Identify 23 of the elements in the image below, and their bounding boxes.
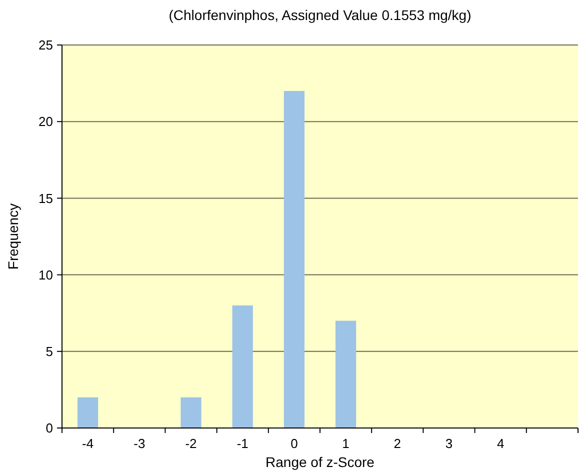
chart-title: (Chlorfenvinphos, Assigned Value 0.1553 mg/kg) bbox=[168, 7, 472, 23]
y-tick-label: 0 bbox=[46, 420, 53, 436]
x-tick-label: -1 bbox=[236, 436, 248, 451]
x-tick-label: 0 bbox=[290, 436, 298, 451]
x-axis-title: Range of z-Score bbox=[266, 454, 375, 470]
bar bbox=[232, 305, 253, 428]
x-tick-label: -4 bbox=[82, 436, 94, 451]
x-tick-label: -2 bbox=[185, 436, 197, 451]
y-tick-label: 15 bbox=[38, 190, 53, 206]
bar bbox=[77, 397, 98, 428]
y-tick-label: 25 bbox=[38, 38, 53, 53]
x-tick-label: -3 bbox=[134, 436, 146, 451]
bar bbox=[180, 397, 202, 428]
bar bbox=[335, 320, 356, 428]
y-axis-title: Frequency bbox=[5, 203, 21, 270]
x-tick-label: 2 bbox=[394, 436, 402, 451]
y-tick-label: 5 bbox=[46, 344, 53, 359]
y-tick-label: 10 bbox=[38, 267, 53, 282]
y-tick-label: 20 bbox=[38, 114, 53, 130]
bar bbox=[284, 90, 305, 428]
x-tick-label: 1 bbox=[342, 436, 350, 451]
x-tick-label: 3 bbox=[445, 436, 453, 451]
x-tick-label: 4 bbox=[496, 436, 504, 451]
